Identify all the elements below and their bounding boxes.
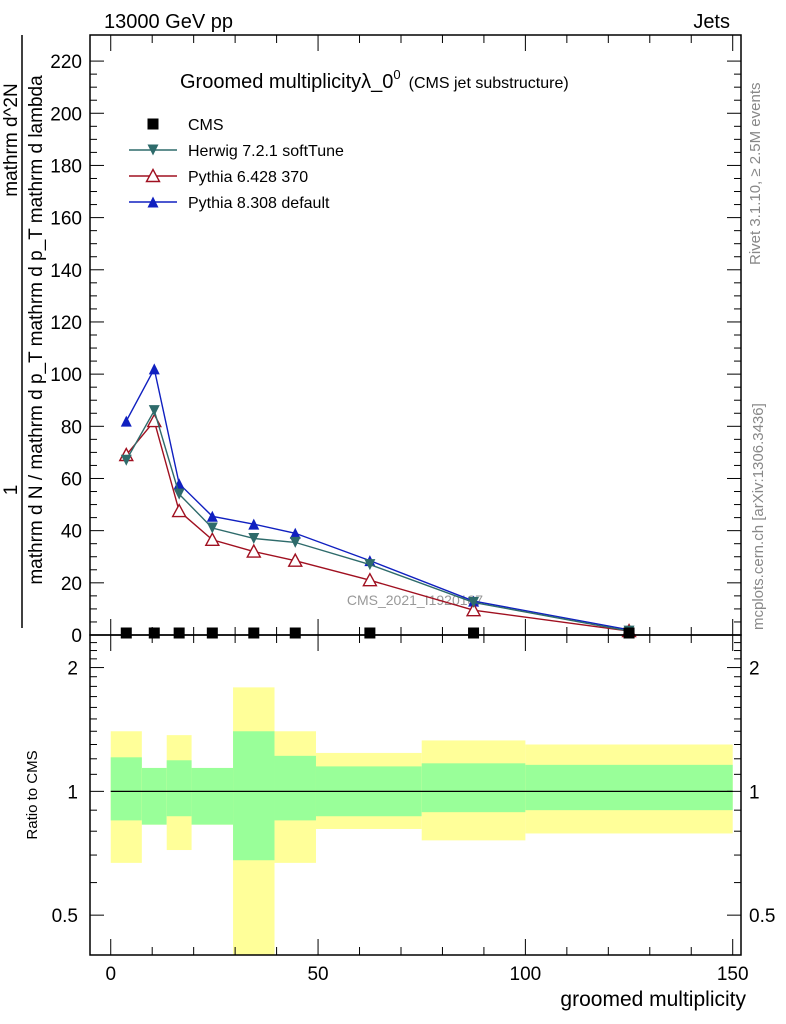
main-title-sup: 0	[393, 67, 400, 82]
y-tick-label: 160	[50, 209, 82, 230]
y-axis-label-numerator: mathrm d^2N	[1, 83, 22, 196]
legend-label: CMS	[188, 117, 224, 134]
data-point	[468, 627, 480, 639]
ratio-y-tick-label: 0.5	[52, 906, 78, 927]
y-tick-label: 100	[50, 365, 82, 386]
legend-entry: Pythia 8.308 default	[129, 195, 330, 212]
y-axis-label-top: 1	[1, 485, 22, 496]
mcplots-label: mcplots.cern.ch [arXiv:1306.3436]	[750, 403, 767, 630]
data-point	[171, 503, 187, 518]
y-tick-label: 180	[50, 156, 82, 177]
ratio-plot: 0.5 0.5 1 1 2 2 0 50 100 150 Ratio to CMS groome…	[24, 634, 775, 1011]
y-tick-label: 20	[61, 574, 82, 595]
ratio-band-inner	[274, 755, 316, 821]
data-point	[148, 627, 160, 639]
series-line	[125, 366, 630, 631]
rivet-version-label: Rivet 3.1.10, ≥ 2.5M events	[747, 83, 764, 266]
y-tick-label: 80	[61, 417, 82, 438]
data-point	[362, 572, 378, 587]
legend-label: Pythia 6.428 370	[188, 169, 308, 186]
data-point	[248, 532, 260, 544]
data-point	[623, 627, 635, 639]
x-axis-label: groomed multiplicity	[560, 988, 746, 1011]
legend-entry: Herwig 7.2.1 softTune	[129, 143, 344, 160]
ratio-band-inner	[141, 767, 167, 825]
main-series-group	[118, 363, 637, 639]
analysis-watermark: CMS_2021_I1920187	[347, 592, 483, 608]
data-point	[248, 518, 260, 530]
data-point	[246, 543, 262, 558]
data-point	[120, 454, 132, 466]
legend-marker	[147, 196, 159, 208]
ratio-y-axis: 0.5 0.5 1 1 2 2	[52, 642, 775, 927]
data-point	[465, 602, 482, 617]
main-y-axis: 0 20 40 60 80 100 120 140 160 180 200 220	[50, 52, 741, 647]
main-title: Groomed multiplicityλ_00 (CMS jet substru…	[180, 67, 569, 93]
data-point	[289, 527, 301, 539]
ratio-band-inner	[110, 757, 142, 821]
data-point	[248, 627, 260, 639]
y-tick-label: 0	[71, 626, 82, 647]
legend-marker	[145, 168, 161, 183]
ratio-band-inner	[191, 767, 234, 825]
y-tick-label: 200	[50, 104, 82, 125]
data-point	[364, 559, 376, 571]
data-point	[173, 627, 185, 639]
legend-entry: CMS	[147, 117, 224, 134]
data-point	[206, 510, 218, 522]
data-point	[289, 536, 301, 548]
y-axis-label-denominator: mathrm d N / mathrm d p_T mathrm d p_T m…	[26, 75, 47, 585]
x-tick-label: 0	[105, 964, 116, 985]
ratio-band-inner	[233, 731, 275, 861]
data-point	[120, 627, 132, 639]
ratio-x-axis: 0 50 100 150	[105, 635, 749, 985]
legend-label: Pythia 8.308 default	[188, 195, 330, 212]
ratio-band-inner	[525, 764, 733, 811]
x-tick-label: 50	[307, 964, 328, 985]
data-point	[148, 405, 160, 417]
ratio-y-tick-label: 2	[67, 659, 78, 680]
data-point	[206, 522, 218, 534]
y-tick-label: 120	[50, 313, 82, 334]
ratio-y-tick-label-right: 0.5	[749, 906, 775, 927]
ratio-y-tick-label-right: 2	[749, 659, 760, 680]
ratio-y-tick-label-right: 1	[749, 782, 760, 803]
main-x-ticks	[110, 35, 734, 635]
y-tick-label: 220	[50, 52, 82, 73]
x-tick-label: 150	[717, 964, 749, 985]
legend: CMS Herwig 7.2.1 softTune Pythia 6.428 370…	[129, 117, 344, 212]
legend-marker	[147, 144, 159, 156]
legend-entry: Pythia 6.428 370	[129, 168, 308, 186]
data-point	[287, 552, 303, 567]
ratio-bands	[110, 687, 733, 955]
header-energy-label: 13000 GeV pp	[104, 11, 233, 33]
legend-marker	[147, 118, 159, 130]
ratio-y-tick-label: 1	[67, 782, 78, 803]
y-tick-label: 140	[50, 261, 82, 282]
data-point	[204, 531, 220, 546]
ratio-y-axis-label: Ratio to CMS	[24, 750, 41, 839]
y-tick-label: 60	[61, 469, 82, 490]
data-point	[206, 627, 218, 639]
data-point	[173, 488, 185, 500]
data-point	[120, 415, 132, 427]
series-0	[120, 627, 635, 639]
ratio-band-inner	[421, 763, 526, 813]
legend-label: Herwig 7.2.1 softTune	[188, 143, 344, 160]
data-point	[289, 627, 301, 639]
ratio-plot-frame	[89, 634, 742, 956]
data-point	[364, 627, 376, 639]
ratio-band-inner	[166, 760, 192, 817]
main-subtitle: (CMS jet substructure)	[409, 75, 569, 92]
data-point	[468, 596, 480, 608]
main-plot: 0 20 40 60 80 100 120 140 160 180 200 220 CMS_2021_…	[1, 34, 742, 647]
header-jets-label: Jets	[693, 11, 730, 33]
data-point	[148, 363, 160, 375]
y-tick-label: 40	[61, 522, 82, 543]
main-title-text: Groomed multiplicityλ_0	[180, 71, 393, 93]
x-tick-label: 100	[510, 964, 542, 985]
